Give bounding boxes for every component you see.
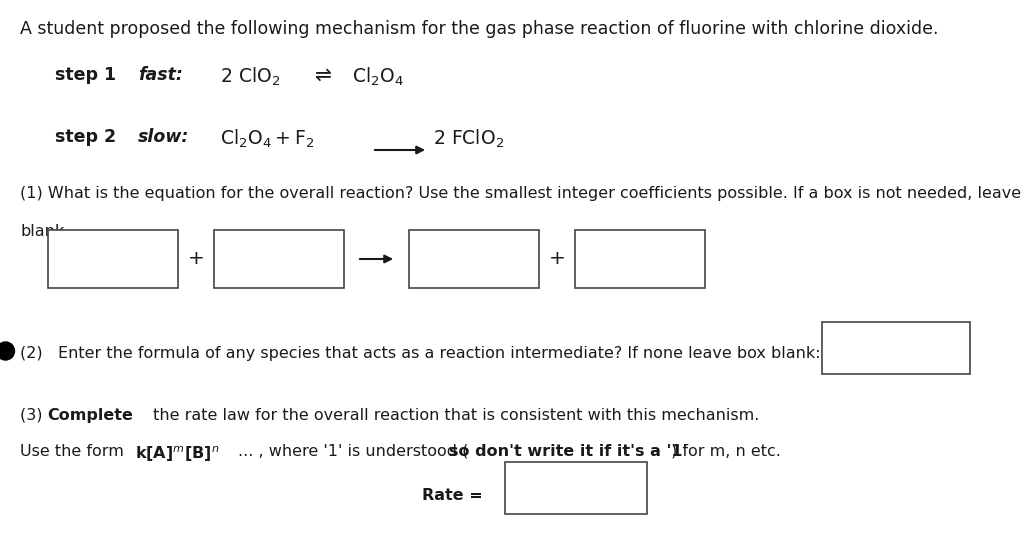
FancyBboxPatch shape <box>409 230 539 288</box>
FancyBboxPatch shape <box>505 462 647 514</box>
Text: $\mathregular{Cl_2O_4}$: $\mathregular{Cl_2O_4}$ <box>352 66 403 88</box>
FancyBboxPatch shape <box>48 230 178 288</box>
Text: +: + <box>188 250 205 269</box>
FancyBboxPatch shape <box>214 230 344 288</box>
Text: k[A]$^m$[B]$^n$: k[A]$^m$[B]$^n$ <box>135 444 219 464</box>
Text: $\mathregular{Cl_2O_4 + F_2}$: $\mathregular{Cl_2O_4 + F_2}$ <box>220 128 314 150</box>
Text: Rate =: Rate = <box>422 488 482 503</box>
Text: $\mathregular{2\ FClO_2}$: $\mathregular{2\ FClO_2}$ <box>433 128 504 150</box>
Text: ⇌: ⇌ <box>315 66 332 85</box>
Text: step 2: step 2 <box>55 128 116 146</box>
Text: (1) What is the equation for the overall reaction? Use the smallest integer coef: (1) What is the equation for the overall… <box>20 186 1024 201</box>
Text: ... , where '1' is understood (: ... , where '1' is understood ( <box>238 444 468 459</box>
FancyBboxPatch shape <box>575 230 705 288</box>
Text: fast:: fast: <box>138 66 183 84</box>
Text: ) for m, n etc.: ) for m, n etc. <box>671 444 781 459</box>
Text: the rate law for the overall reaction that is consistent with this mechanism.: the rate law for the overall reaction th… <box>148 408 760 423</box>
FancyBboxPatch shape <box>822 322 970 374</box>
Circle shape <box>0 342 14 360</box>
Text: step 1: step 1 <box>55 66 116 84</box>
Text: Complete: Complete <box>47 408 133 423</box>
Text: (3): (3) <box>20 408 48 423</box>
Text: $\mathregular{2\ ClO_2}$: $\mathregular{2\ ClO_2}$ <box>220 66 281 88</box>
Text: (2)   Enter the formula of any species that acts as a reaction intermediate? If : (2) Enter the formula of any species tha… <box>20 346 820 361</box>
Text: A student proposed the following mechanism for the gas phase reaction of fluorin: A student proposed the following mechani… <box>20 20 939 38</box>
Text: slow:: slow: <box>138 128 189 146</box>
Text: so don't write it if it's a '1': so don't write it if it's a '1' <box>449 444 687 459</box>
Text: Use the form: Use the form <box>20 444 129 459</box>
Text: blank.: blank. <box>20 224 70 239</box>
Text: +: + <box>549 250 566 269</box>
